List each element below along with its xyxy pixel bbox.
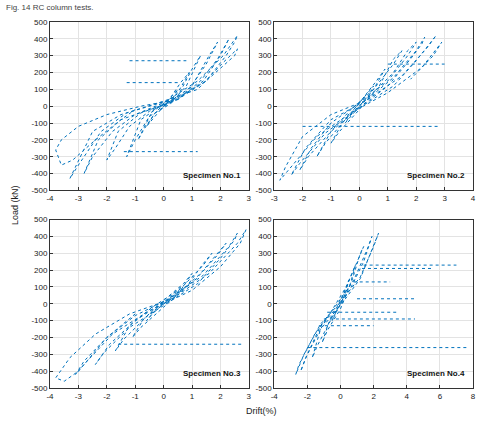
svg-text:500: 500 [34, 215, 48, 224]
svg-text:0: 0 [161, 392, 166, 401]
svg-text:-200: -200 [256, 136, 273, 145]
svg-text:Load (kN): Load (kN) [10, 185, 20, 225]
svg-text:1: 1 [190, 392, 195, 401]
svg-text:-500: -500 [31, 384, 48, 393]
svg-text:-300: -300 [256, 152, 273, 161]
svg-text:400: 400 [258, 35, 272, 44]
svg-text:200: 200 [34, 68, 48, 77]
svg-text:-500: -500 [256, 384, 273, 393]
svg-text:2: 2 [218, 194, 223, 203]
svg-text:300: 300 [258, 51, 272, 60]
svg-text:-2: -2 [304, 392, 312, 401]
svg-text:Specimen No.3: Specimen No.3 [183, 369, 241, 378]
svg-text:-400: -400 [256, 367, 273, 376]
svg-text:Drift(%): Drift(%) [246, 406, 277, 416]
svg-text:400: 400 [34, 35, 48, 44]
svg-text:2: 2 [414, 194, 419, 203]
svg-text:0: 0 [338, 392, 343, 401]
svg-text:-100: -100 [256, 119, 273, 128]
svg-text:-3: -3 [271, 194, 279, 203]
svg-text:-200: -200 [31, 333, 48, 342]
svg-text:0: 0 [267, 300, 272, 309]
svg-text:2: 2 [218, 392, 223, 401]
svg-text:500: 500 [258, 215, 272, 224]
svg-text:0: 0 [267, 102, 272, 111]
svg-text:-100: -100 [31, 119, 48, 128]
svg-text:-100: -100 [31, 316, 48, 325]
svg-text:-400: -400 [256, 169, 273, 178]
svg-text:-4: -4 [271, 392, 279, 401]
svg-text:3: 3 [247, 194, 252, 203]
svg-text:-200: -200 [31, 136, 48, 145]
svg-text:Specimen No.2: Specimen No.2 [407, 171, 465, 180]
svg-text:100: 100 [258, 85, 272, 94]
svg-text:8: 8 [471, 392, 476, 401]
svg-text:200: 200 [34, 266, 48, 275]
svg-text:4: 4 [405, 392, 410, 401]
svg-text:1: 1 [190, 194, 195, 203]
svg-text:300: 300 [34, 51, 48, 60]
svg-text:-300: -300 [256, 350, 273, 359]
svg-text:500: 500 [258, 18, 272, 27]
svg-text:-3: -3 [75, 194, 83, 203]
svg-text:200: 200 [258, 266, 272, 275]
svg-text:Specimen No.1: Specimen No.1 [183, 171, 241, 180]
svg-text:-2: -2 [103, 194, 111, 203]
svg-text:0: 0 [43, 300, 48, 309]
svg-text:200: 200 [258, 68, 272, 77]
svg-text:-4: -4 [46, 392, 54, 401]
svg-text:500: 500 [34, 18, 48, 27]
svg-text:-1: -1 [132, 194, 140, 203]
svg-text:100: 100 [34, 283, 48, 292]
svg-text:-500: -500 [31, 186, 48, 195]
svg-text:400: 400 [258, 232, 272, 241]
svg-text:2: 2 [371, 392, 376, 401]
svg-text:-200: -200 [256, 333, 273, 342]
svg-text:300: 300 [34, 249, 48, 258]
svg-text:-500: -500 [256, 186, 273, 195]
svg-text:-3: -3 [75, 392, 83, 401]
svg-text:1: 1 [386, 194, 391, 203]
svg-text:-2: -2 [299, 194, 307, 203]
svg-text:-400: -400 [31, 367, 48, 376]
svg-text:4: 4 [471, 194, 476, 203]
svg-text:300: 300 [258, 249, 272, 258]
svg-text:-2: -2 [103, 392, 111, 401]
svg-text:100: 100 [34, 85, 48, 94]
svg-text:400: 400 [34, 232, 48, 241]
html-text:Fig. 14 RC column tests.: Fig. 14 RC column tests. [6, 3, 94, 12]
svg-text:0: 0 [161, 194, 166, 203]
svg-text:6: 6 [438, 392, 443, 401]
svg-text:0: 0 [43, 102, 48, 111]
svg-text:-300: -300 [31, 152, 48, 161]
svg-text:-400: -400 [31, 169, 48, 178]
svg-text:Specimen No.4: Specimen No.4 [407, 369, 465, 378]
svg-text:0: 0 [357, 194, 362, 203]
svg-text:-1: -1 [132, 392, 140, 401]
svg-text:3: 3 [442, 194, 447, 203]
svg-text:100: 100 [258, 283, 272, 292]
svg-text:-1: -1 [327, 194, 335, 203]
svg-text:-100: -100 [256, 316, 273, 325]
svg-text:-4: -4 [46, 194, 54, 203]
svg-text:3: 3 [247, 392, 252, 401]
svg-text:-300: -300 [31, 350, 48, 359]
